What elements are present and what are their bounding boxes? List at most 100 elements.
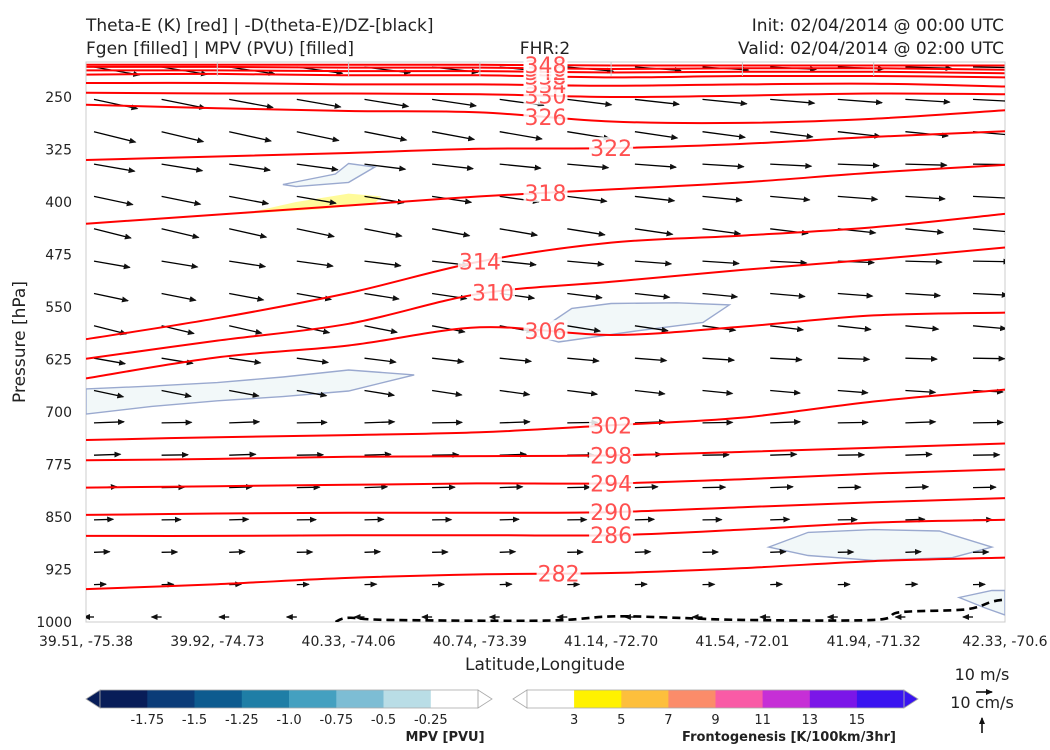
wind-vector <box>229 516 250 523</box>
colorbar-outline <box>526 689 905 709</box>
wind-vector <box>229 419 261 426</box>
wind-vector <box>702 389 734 396</box>
wind-vector <box>431 228 471 238</box>
colorbar-tick-label: -1.75 <box>130 713 164 728</box>
wind-vector <box>296 260 334 269</box>
wind-vector <box>364 357 397 365</box>
wind-vector <box>364 163 407 172</box>
wind-vector <box>161 389 192 399</box>
wind-vector <box>770 98 816 106</box>
wind-vector <box>905 451 933 458</box>
x-tick-label: 41.94, -71.32 <box>827 634 921 650</box>
wind-vector <box>93 389 125 399</box>
wind-vector <box>161 228 200 240</box>
wind-vector <box>93 195 134 207</box>
wind-vector <box>364 260 402 268</box>
contour-label-bg <box>589 414 634 435</box>
wind-vector <box>905 292 942 299</box>
wind-vector <box>364 228 403 238</box>
wind-vector <box>770 259 808 266</box>
wind-vector <box>905 195 946 202</box>
y-tick-label: 625 <box>45 353 72 369</box>
stability-contour <box>334 598 1005 622</box>
wind-vector <box>972 195 1005 199</box>
colorbar-tick-label: -1.0 <box>276 713 301 728</box>
wind-vector <box>161 260 199 269</box>
wind-vector <box>905 419 937 426</box>
y-tick-label: 250 <box>45 90 72 106</box>
contour-label-348: 348 <box>525 54 567 79</box>
wind-vector <box>296 389 328 398</box>
contour-label-294: 294 <box>590 472 632 497</box>
wind-vector <box>93 451 122 458</box>
wind-vector <box>567 357 600 364</box>
y-tick-label: 1000 <box>36 615 72 631</box>
x-tick-label: 42.33, -70.6 <box>962 634 1047 650</box>
frontogenesis-region <box>243 193 382 214</box>
colorbar-tick-label: -0.5 <box>371 713 396 728</box>
wind-vector <box>837 98 883 106</box>
contour-310 <box>86 246 1005 360</box>
wind-vector <box>499 548 517 555</box>
wind-vector <box>499 484 524 491</box>
wind-vector <box>770 131 814 140</box>
mpv-region <box>86 369 415 415</box>
x-tick-label: 40.74, -73.39 <box>433 634 527 650</box>
wind-vector <box>905 98 951 105</box>
contour-label-286: 286 <box>590 524 632 549</box>
contour-298 <box>86 442 1005 462</box>
contour-label-bg <box>536 562 581 583</box>
wind-vector <box>364 389 396 398</box>
colorbar-segment <box>574 690 622 708</box>
x-axis-ticks: 39.51, -75.38 39.92, -74.73 40.33, -74.06 4… <box>39 62 1048 650</box>
colorbar-tick-label: -1.5 <box>182 713 207 728</box>
wind-vector <box>770 516 791 523</box>
wind-vector <box>837 162 880 169</box>
wind-vector <box>972 258 1005 265</box>
wind-vector <box>634 292 671 300</box>
colorbar-segment <box>194 690 243 708</box>
wind-vector <box>229 451 257 458</box>
wind-vector <box>229 292 265 302</box>
wind-vector <box>702 195 743 203</box>
y-axis-label: Pressure [hPa] <box>10 281 30 403</box>
mpv-colorbar-title: MPV [PVU] <box>405 730 484 745</box>
wind-vector <box>634 325 669 333</box>
contour-labels: 2822862902942983023063103143183223263303… <box>457 54 634 588</box>
valid-time: Valid: 02/04/2014 @ 02:00 UTC <box>738 39 1004 59</box>
contour-label-bg <box>523 105 568 126</box>
wind-vector <box>229 195 270 206</box>
colorbar-segment <box>430 690 479 708</box>
wind-vector <box>634 131 679 141</box>
wind-vector <box>364 484 389 491</box>
wind-vector <box>499 516 520 523</box>
wind-vector <box>499 163 542 171</box>
wind-vector <box>770 356 803 363</box>
wind-vector <box>364 292 400 302</box>
wind-vector <box>229 260 267 269</box>
wind-vector <box>972 66 1005 69</box>
wind-vector <box>567 292 603 301</box>
colorbar-tick-label: 3 <box>570 713 578 728</box>
contour-label-bg <box>471 281 515 302</box>
wind-vector <box>229 548 246 555</box>
contour-label-298: 298 <box>590 444 632 469</box>
wind-vector <box>770 162 813 169</box>
colorbar-segment <box>715 690 764 708</box>
wind-vector <box>229 131 272 143</box>
wind-vector <box>93 516 115 523</box>
wind-vector <box>432 419 464 426</box>
wind-vector <box>972 419 1004 426</box>
contour-302 <box>86 388 1005 441</box>
contour-322 <box>86 130 1005 161</box>
wind-vector <box>161 163 204 173</box>
wind-vector <box>432 98 477 108</box>
wind-vector <box>567 195 608 204</box>
wind-vector <box>837 292 874 299</box>
colorbar-segment <box>383 690 432 708</box>
wind-vector <box>567 228 606 237</box>
contour-label-bg <box>589 524 634 545</box>
colorbar-segment <box>241 690 290 708</box>
contour-label-282: 282 <box>538 563 580 588</box>
wind-vector <box>364 451 392 458</box>
